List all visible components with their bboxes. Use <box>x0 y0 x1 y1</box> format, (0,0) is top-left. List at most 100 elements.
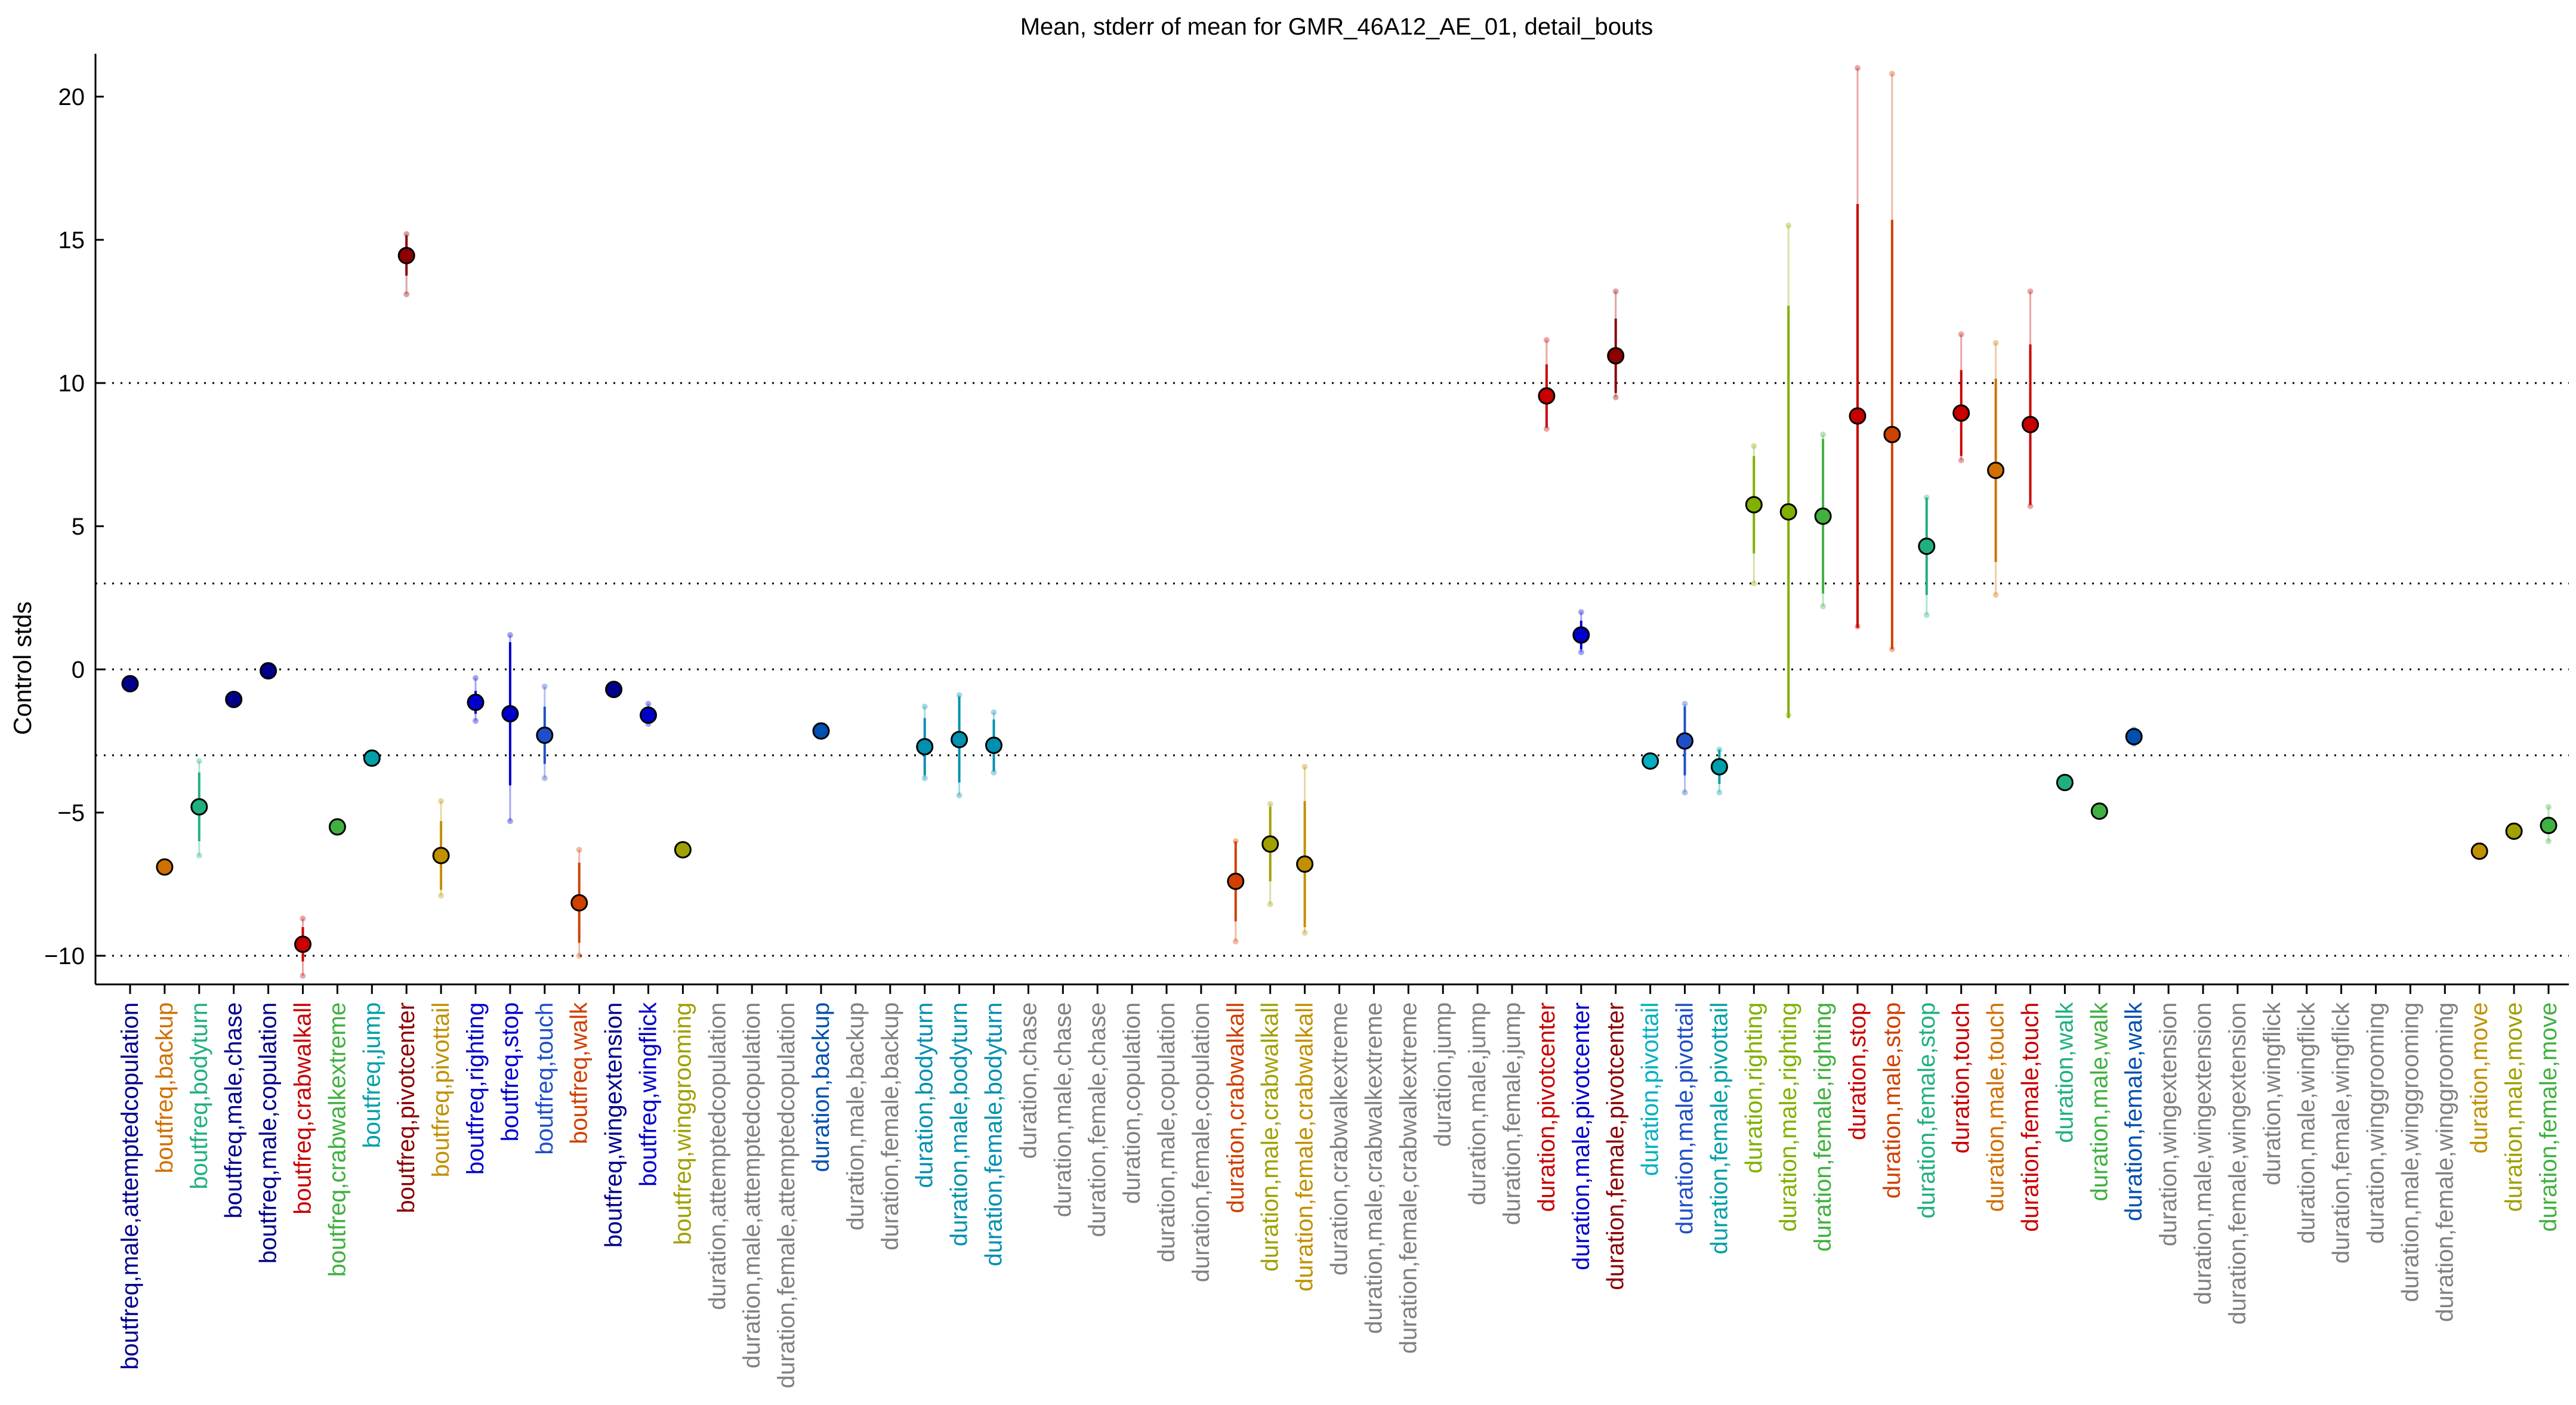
x-tick-label: duration,attemptedcopulation <box>704 1002 730 1310</box>
mean-point <box>916 738 934 756</box>
x-tick-label: duration,righting <box>1741 1002 1767 1174</box>
x-tick-label: duration,backup <box>808 1002 834 1172</box>
x-tick-label: duration,crabwalkall <box>1223 1002 1249 1213</box>
mean-point <box>1918 538 1936 555</box>
x-tick-label: boutfreq,righting <box>462 1002 489 1175</box>
y-tick-label: 0 <box>72 657 85 683</box>
mean-point <box>190 798 208 816</box>
mean-point <box>985 736 1002 754</box>
mean-point <box>1814 507 1832 525</box>
range-end <box>1301 930 1308 936</box>
range-end <box>1958 457 1964 464</box>
x-tick-label: duration,pivottail <box>1637 1002 1664 1176</box>
range-end <box>1612 394 1619 400</box>
x-tick-label: duration,male,jump <box>1464 1002 1491 1205</box>
x-tick-label: duration,female,touch <box>2017 1002 2044 1232</box>
x-tick-label: boutfreq,winggrooming <box>670 1002 696 1245</box>
x-tick-label: duration,pivotcenter <box>1534 1002 1560 1212</box>
x-tick-label: duration,male,pivottail <box>1672 1002 1698 1234</box>
range-end <box>1267 901 1273 907</box>
x-tick-label: duration,female,winggrooming <box>2432 1002 2458 1322</box>
mean-point <box>2125 728 2143 746</box>
x-tick-label: duration,male,wingextension <box>2190 1002 2216 1305</box>
range-end <box>473 718 479 724</box>
range-end <box>1301 764 1308 770</box>
range-end <box>2027 503 2034 509</box>
mean-point <box>536 726 554 744</box>
mean-point <box>2056 774 2074 792</box>
range-end <box>1543 425 1550 432</box>
range-end <box>541 775 548 782</box>
range-end <box>1682 789 1688 796</box>
x-tick-label: duration,male,copulation <box>1153 1002 1180 1262</box>
x-tick-label: duration,touch <box>1948 1002 1975 1154</box>
x-tick-label: duration,male,bodyturn <box>946 1002 973 1246</box>
x-tick-label: duration,male,crabwalkextreme <box>1361 1002 1387 1334</box>
range-end <box>576 847 582 853</box>
x-tick-label: duration,wingextension <box>2155 1002 2182 1246</box>
x-tick-label: duration,female,wingextension <box>2225 1002 2251 1324</box>
mean-point <box>570 894 588 912</box>
x-tick-label: duration,female,stop <box>1914 1002 1940 1218</box>
x-tick-label: duration,female,attemptedcopulation <box>773 1002 800 1388</box>
x-tick-label: boutfreq,crabwalkall <box>290 1002 316 1215</box>
y-tick-label: 10 <box>58 370 85 397</box>
range-end <box>645 700 652 707</box>
y-tick-label: 20 <box>58 84 85 110</box>
chart-title: Mean, stderr of mean for GMR_46A12_AE_01… <box>1020 14 1653 40</box>
mean-point <box>2505 822 2523 840</box>
y-axis-label: Control stds <box>8 601 36 735</box>
mean-point <box>1779 503 1797 521</box>
x-tick-label: duration,female,wingflick <box>2328 1002 2355 1264</box>
range-end <box>1578 609 1584 615</box>
mean-point <box>1261 835 1279 853</box>
x-tick-label: duration,crabwalkextreme <box>1326 1002 1353 1276</box>
range-end <box>1543 337 1550 343</box>
x-tick-label: duration,copulation <box>1119 1002 1145 1204</box>
mean-point <box>1952 404 1970 422</box>
range-end <box>541 683 548 690</box>
x-tick-label: boutfreq,pivottail <box>428 1002 454 1178</box>
range-end <box>300 972 306 979</box>
mean-point <box>294 935 311 953</box>
x-tick-label: boutfreq,crabwalkextreme <box>324 1002 350 1277</box>
x-tick-label: boutfreq,wingextension <box>601 1002 627 1247</box>
mean-point <box>225 690 243 708</box>
mean-point <box>501 705 519 722</box>
mean-point <box>1710 758 1728 776</box>
x-tick-label: duration,female,walk <box>2121 1002 2147 1221</box>
mean-point <box>1538 387 1556 405</box>
y-tick-label: 5 <box>72 514 85 540</box>
range-end <box>1682 700 1688 707</box>
x-tick-label: duration,male,backup <box>843 1002 869 1230</box>
y-tick-label: −5 <box>57 800 85 826</box>
range-end <box>403 291 410 298</box>
x-tick-label: duration,male,chase <box>1050 1002 1076 1217</box>
range-end <box>1992 592 1999 598</box>
mean-point <box>397 246 415 264</box>
range-end <box>1785 223 1792 228</box>
x-tick-label: boutfreq,pivotcenter <box>393 1002 419 1213</box>
mean-point <box>2470 842 2488 860</box>
mean-point <box>432 847 450 864</box>
x-tick-label: duration,male,crabwalkall <box>1257 1002 1284 1271</box>
mean-point <box>363 749 381 767</box>
x-tick-label: duration,winggrooming <box>2363 1002 2389 1244</box>
mean-point <box>467 693 485 711</box>
x-tick-label: boutfreq,touch <box>532 1002 558 1155</box>
x-tick-label: duration,female,pivotcenter <box>1603 1002 1629 1290</box>
range-end <box>1855 65 1861 71</box>
x-tick-label: boutfreq,male,attemptedcopulation <box>117 1002 143 1370</box>
x-tick-label: duration,male,attemptedcopulation <box>739 1002 765 1369</box>
x-tick-label: boutfreq,walk <box>566 1002 593 1144</box>
range-end <box>1992 339 1999 346</box>
range-end <box>507 632 513 638</box>
y-tick-label: −10 <box>44 943 85 969</box>
mean-point <box>1883 425 1901 443</box>
mean-point <box>156 858 174 876</box>
x-tick-label: duration,wingflick <box>2259 1002 2285 1185</box>
x-tick-label: duration,walk <box>2051 1002 2078 1143</box>
x-tick-label: duration,female,chase <box>1084 1002 1110 1237</box>
x-tick-label: boutfreq,male,copulation <box>255 1002 282 1264</box>
x-tick-label: duration,male,wingflick <box>2294 1002 2320 1244</box>
